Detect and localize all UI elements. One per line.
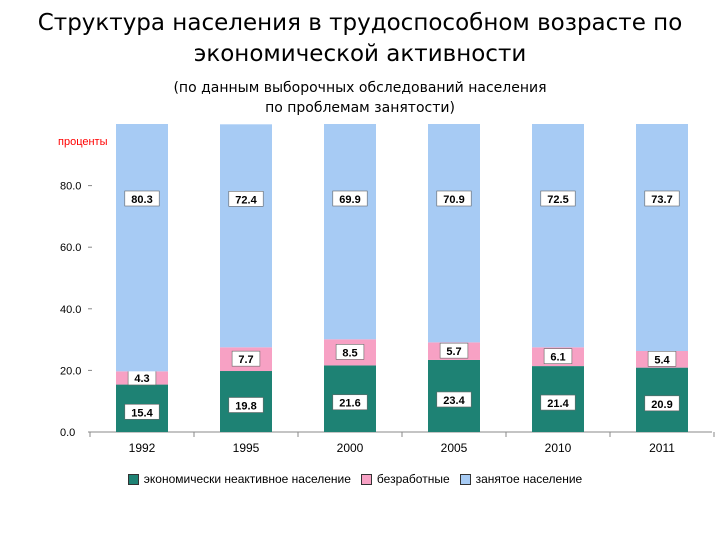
data-label-box xyxy=(124,190,160,207)
y-tick-label: 40.0 xyxy=(60,304,81,316)
data-label-box xyxy=(332,190,368,207)
data-label: 5.7 xyxy=(446,346,461,358)
data-label-box xyxy=(540,190,576,207)
data-label-box xyxy=(231,350,261,367)
bar-segment xyxy=(532,124,584,348)
title-line-2: экономической активности xyxy=(193,41,527,67)
legend: экономически неактивное население безраб… xyxy=(0,472,720,486)
legend-swatch-inactive xyxy=(127,473,139,485)
legend-item-employed: занятое население xyxy=(459,472,583,486)
y-tick-label: 60.0 xyxy=(60,242,81,254)
x-tick-label: 1992 xyxy=(129,441,156,455)
bar-segment xyxy=(116,124,168,372)
data-label: 6.1 xyxy=(550,352,565,364)
x-tick-label: 2010 xyxy=(545,441,572,455)
data-label-box xyxy=(124,403,160,420)
data-label-box xyxy=(436,391,472,408)
data-label-box xyxy=(335,344,365,360)
data-label: 21.6 xyxy=(339,398,360,410)
legend-swatch-unemployed xyxy=(360,473,372,485)
data-label: 21.4 xyxy=(547,398,569,410)
legend-item-unemployed: безработные xyxy=(360,472,450,486)
data-label-box xyxy=(332,394,368,411)
data-label: 80.3 xyxy=(131,194,152,206)
data-label: 20.9 xyxy=(651,399,672,411)
title-line-1: Структура населения в трудоспособном воз… xyxy=(37,10,683,36)
data-label-box xyxy=(644,395,680,412)
y-tick-label: 80.0 xyxy=(60,181,81,193)
bar-segment xyxy=(324,124,376,340)
data-label: 4.3 xyxy=(134,373,149,385)
subtitle-line-1: (по данным выборочных обследований насел… xyxy=(173,80,547,96)
x-tick-label: 2000 xyxy=(337,441,364,455)
data-label-box xyxy=(543,348,573,364)
data-label: 70.9 xyxy=(443,194,464,206)
data-label: 8.5 xyxy=(342,347,357,359)
data-label: 69.9 xyxy=(339,194,360,206)
data-label-box xyxy=(228,397,264,413)
data-label-box xyxy=(439,342,469,359)
legend-label-unemployed: безработные xyxy=(376,472,450,486)
x-tick-label: 2011 xyxy=(649,441,675,455)
legend-swatch-employed xyxy=(459,473,471,485)
x-tick-label: 1995 xyxy=(233,441,260,455)
data-label: 23.4 xyxy=(443,395,465,407)
data-label: 7.7 xyxy=(238,354,253,366)
data-label-box xyxy=(228,191,264,207)
data-label: 19.8 xyxy=(235,401,256,413)
legend-item-inactive: экономически неактивное население xyxy=(127,472,351,486)
legend-label-inactive: экономически неактивное население xyxy=(143,472,351,486)
chart-subtitle: (по данным выборочных обследований насел… xyxy=(0,78,720,118)
x-tick-label: 2005 xyxy=(441,441,468,455)
bar-segment xyxy=(220,124,272,348)
bar-segment xyxy=(636,124,688,351)
data-label: 15.4 xyxy=(131,407,153,419)
data-label-box xyxy=(644,190,680,207)
data-label: 5.4 xyxy=(654,354,670,366)
y-axis-label: проценты xyxy=(58,136,108,148)
data-label: 73.7 xyxy=(651,194,672,206)
data-label: 72.4 xyxy=(235,194,257,206)
data-label-box xyxy=(540,394,576,411)
data-label-box xyxy=(647,351,677,367)
legend-label-employed: занятое население xyxy=(475,472,583,486)
data-label-box xyxy=(436,190,472,207)
subtitle-line-2: по проблемам занятости) xyxy=(265,100,455,116)
data-label: 72.5 xyxy=(547,194,568,206)
chart-title: Структура населения в трудоспособном воз… xyxy=(0,8,720,70)
y-tick-label: 20.0 xyxy=(60,365,81,377)
bar-segment xyxy=(428,124,480,343)
y-tick-label: 0.0 xyxy=(60,427,75,439)
